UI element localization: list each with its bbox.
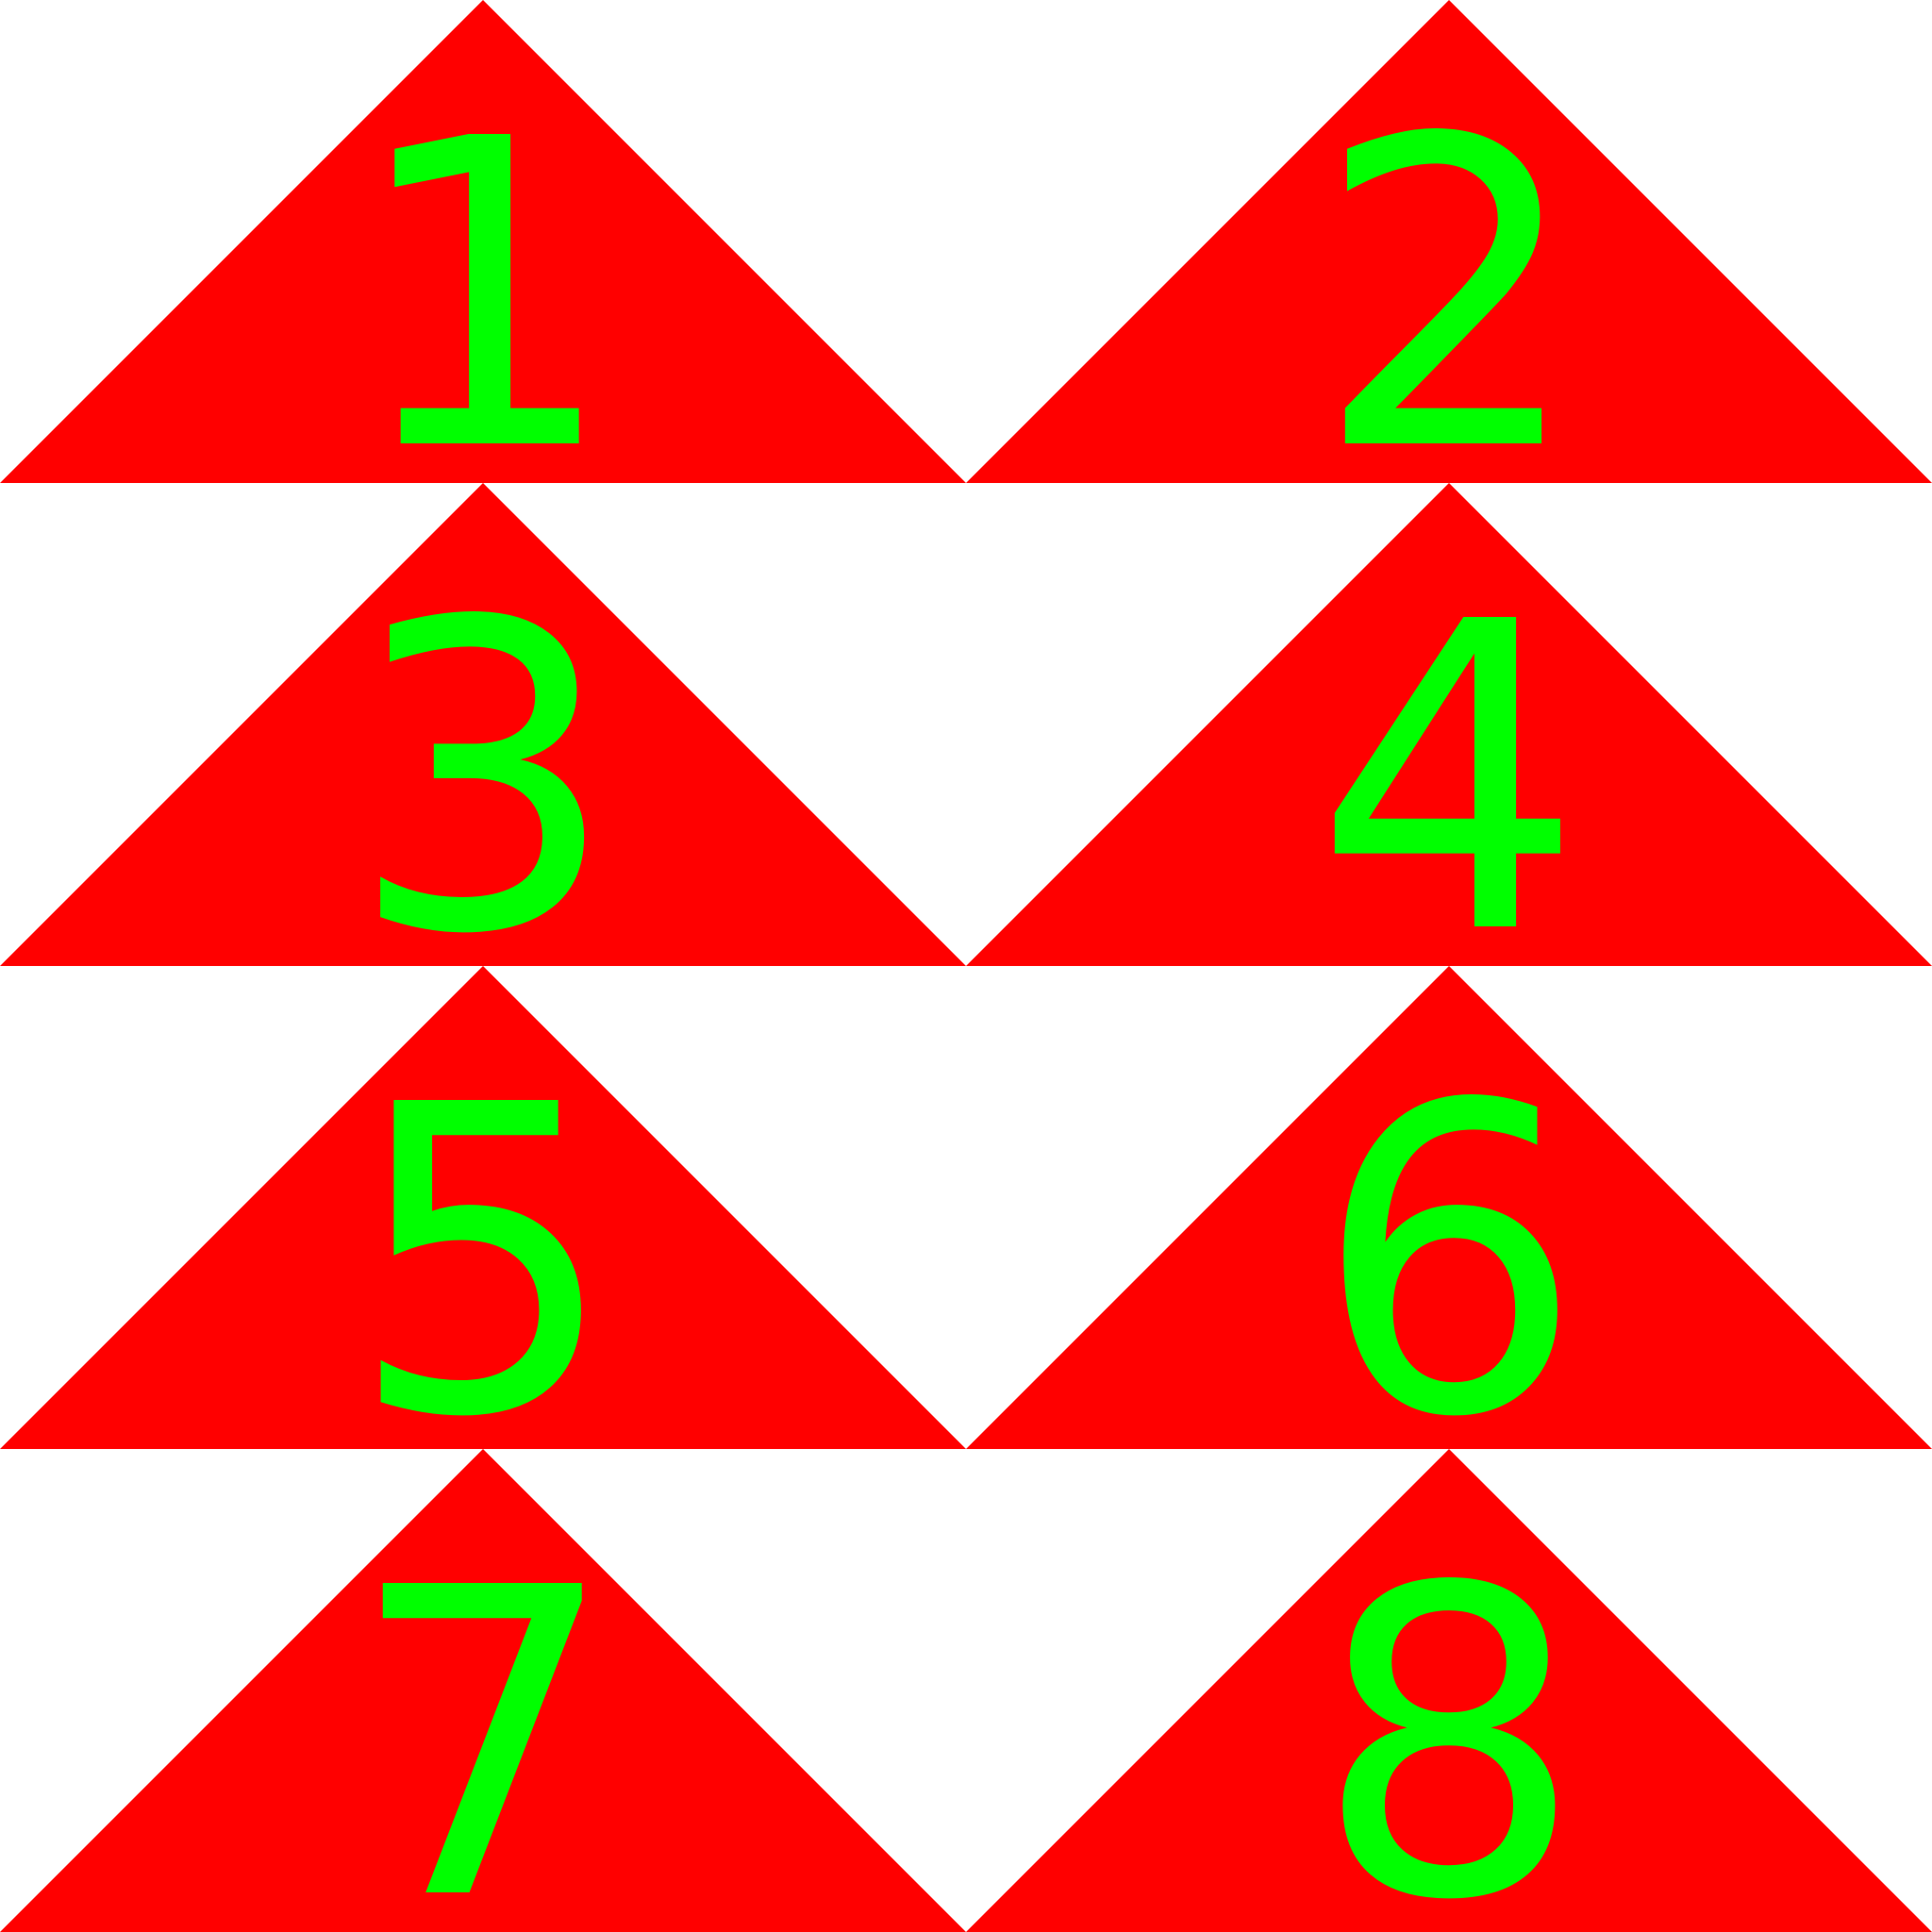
triangle-7 — [0, 1449, 966, 1932]
numeral-3: 3 — [348, 533, 618, 1027]
triangle-6 — [966, 966, 1932, 1449]
tile-2: 2 — [966, 0, 1932, 544]
triangle-5 — [0, 966, 966, 1449]
tile-8: 8 — [966, 1449, 1932, 1932]
numeral-2: 2 — [1314, 50, 1584, 544]
tile-3: 3 — [0, 483, 966, 1027]
numeral-5: 5 — [348, 1016, 618, 1510]
numeral-6: 6 — [1314, 1016, 1584, 1510]
triangle-8 — [966, 1449, 1932, 1932]
numeral-1: 1 — [348, 50, 618, 544]
tile-7: 7 — [0, 1449, 966, 1932]
triangle-4 — [966, 483, 1932, 966]
tile-6: 6 — [966, 966, 1932, 1510]
numeral-8: 8 — [1314, 1499, 1584, 1932]
numeral-4: 4 — [1314, 533, 1584, 1027]
numeral-7: 7 — [348, 1499, 618, 1932]
tile-1: 1 — [0, 0, 966, 544]
tile-4: 4 — [966, 483, 1932, 1027]
triangle-3 — [0, 483, 966, 966]
triangle-2 — [966, 0, 1932, 483]
triangle-1 — [0, 0, 966, 483]
tile-5: 5 — [0, 966, 966, 1510]
